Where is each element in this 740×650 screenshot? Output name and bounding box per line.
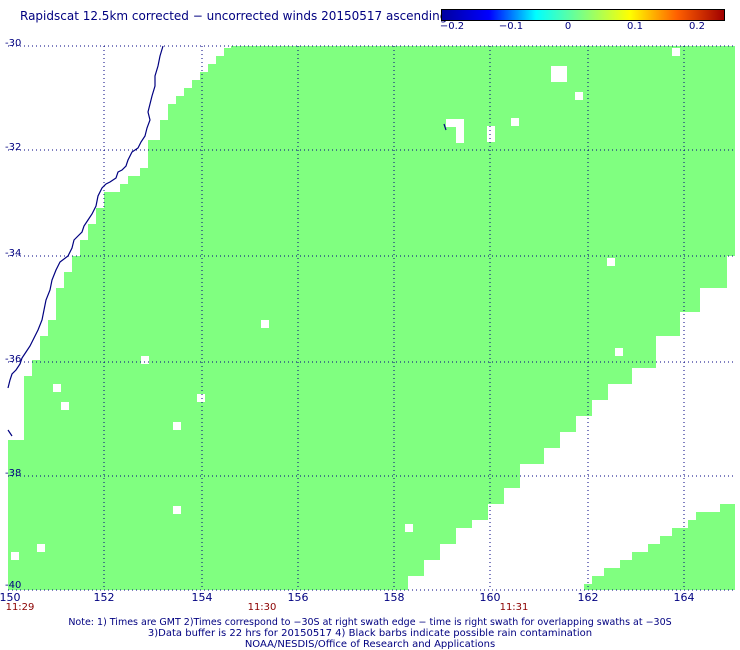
- colorbar-label: 0.1: [627, 21, 643, 32]
- lon-label: 160: [479, 591, 501, 604]
- colorbar-label: 0: [564, 21, 572, 32]
- colorbar-label: 0.2: [689, 21, 705, 32]
- lat-label: -40: [5, 580, 22, 591]
- map-title: Rapidscat 12.5km corrected − uncorrected…: [20, 9, 448, 23]
- lat-label: -32: [5, 142, 22, 153]
- lon-label: 150: [0, 591, 21, 604]
- time-label: 11:31: [499, 602, 529, 613]
- lon-label: 164: [673, 591, 695, 604]
- wind-swath-secondary: [584, 504, 735, 590]
- footnote-line: Note: 1) Times are GMT 2)Times correspon…: [68, 617, 672, 628]
- time-label: 11:29: [5, 602, 35, 613]
- grid-lines: [8, 45, 735, 591]
- footnote-line: NOAA/NESDIS/Office of Research and Appli…: [244, 639, 496, 650]
- colorbar: [441, 9, 725, 21]
- footnote-line: 3)Data buffer is 22 hrs for 20150517 4) …: [147, 628, 593, 639]
- lon-label: 162: [577, 591, 599, 604]
- lat-label: -38: [5, 468, 22, 479]
- data-gaps: [11, 48, 680, 560]
- time-label: 11:30: [247, 602, 277, 613]
- lon-label: 158: [383, 591, 405, 604]
- coastline-fragment: [443, 123, 447, 131]
- lat-label: -34: [5, 248, 22, 259]
- lon-label: 152: [93, 591, 115, 604]
- wind-swath: [8, 46, 735, 590]
- coastline-fragment: [7, 429, 13, 437]
- colorbar-label: −0.2: [439, 21, 465, 32]
- lat-label: -36: [5, 354, 22, 365]
- coastline: [7, 45, 164, 389]
- colorbar-label: −0.1: [498, 21, 524, 32]
- lat-label: -30: [5, 38, 22, 49]
- lon-label: 154: [191, 591, 213, 604]
- lon-label: 156: [287, 591, 309, 604]
